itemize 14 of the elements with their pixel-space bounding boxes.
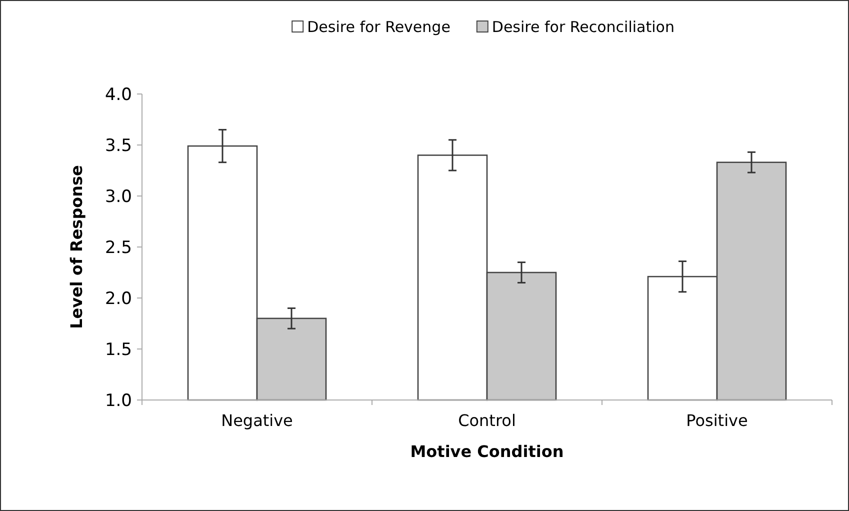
- y-tick-label: 1.0: [104, 390, 132, 411]
- y-tick-label: 1.5: [104, 340, 132, 360]
- legend-label: Desire for Revenge: [307, 18, 450, 36]
- y-tick-label: 2.5: [104, 238, 132, 258]
- x-tick-label: Control: [458, 411, 516, 430]
- y-tick-label: 2.0: [104, 288, 132, 309]
- x-tick-label: Negative: [221, 411, 293, 430]
- y-tick-label: 3.0: [104, 186, 132, 207]
- y-tick-label: 4.0: [104, 84, 132, 105]
- x-tick-label: Positive: [686, 411, 748, 430]
- y-axis-title: Level of Response: [67, 164, 86, 329]
- y-tick-label: 3.5: [104, 136, 132, 156]
- x-axis-title: Motive Condition: [410, 442, 564, 461]
- legend-label: Desire for Reconciliation: [492, 18, 674, 36]
